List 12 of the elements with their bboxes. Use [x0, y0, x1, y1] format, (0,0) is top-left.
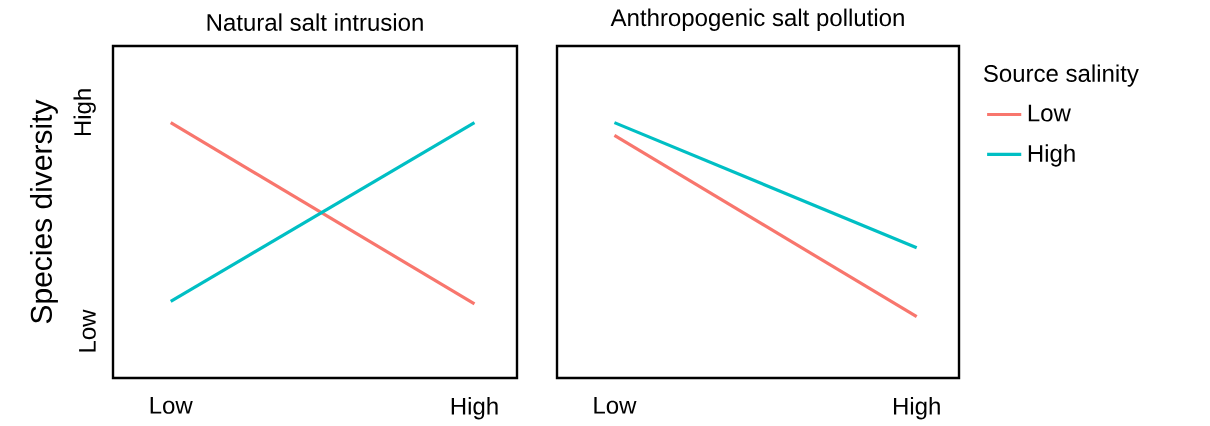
text: High [73, 89, 96, 136]
x-tick-label: High [451, 397, 498, 420]
legend-title: Source salinity [983, 64, 1139, 87]
legend-label: High [1028, 144, 1075, 167]
y-axis-title: Species diversity [29, 99, 58, 324]
text: Low [79, 309, 96, 352]
legend-label: Low [1028, 104, 1071, 122]
x-tick-label: Low [594, 397, 637, 414]
chart-title: Natural salt intrusion [207, 13, 423, 31]
x-tick-label: High [893, 397, 940, 420]
chart-title: Anthropogenic salt pollution [610, 8, 904, 31]
x-tick-label: Low [150, 397, 193, 414]
